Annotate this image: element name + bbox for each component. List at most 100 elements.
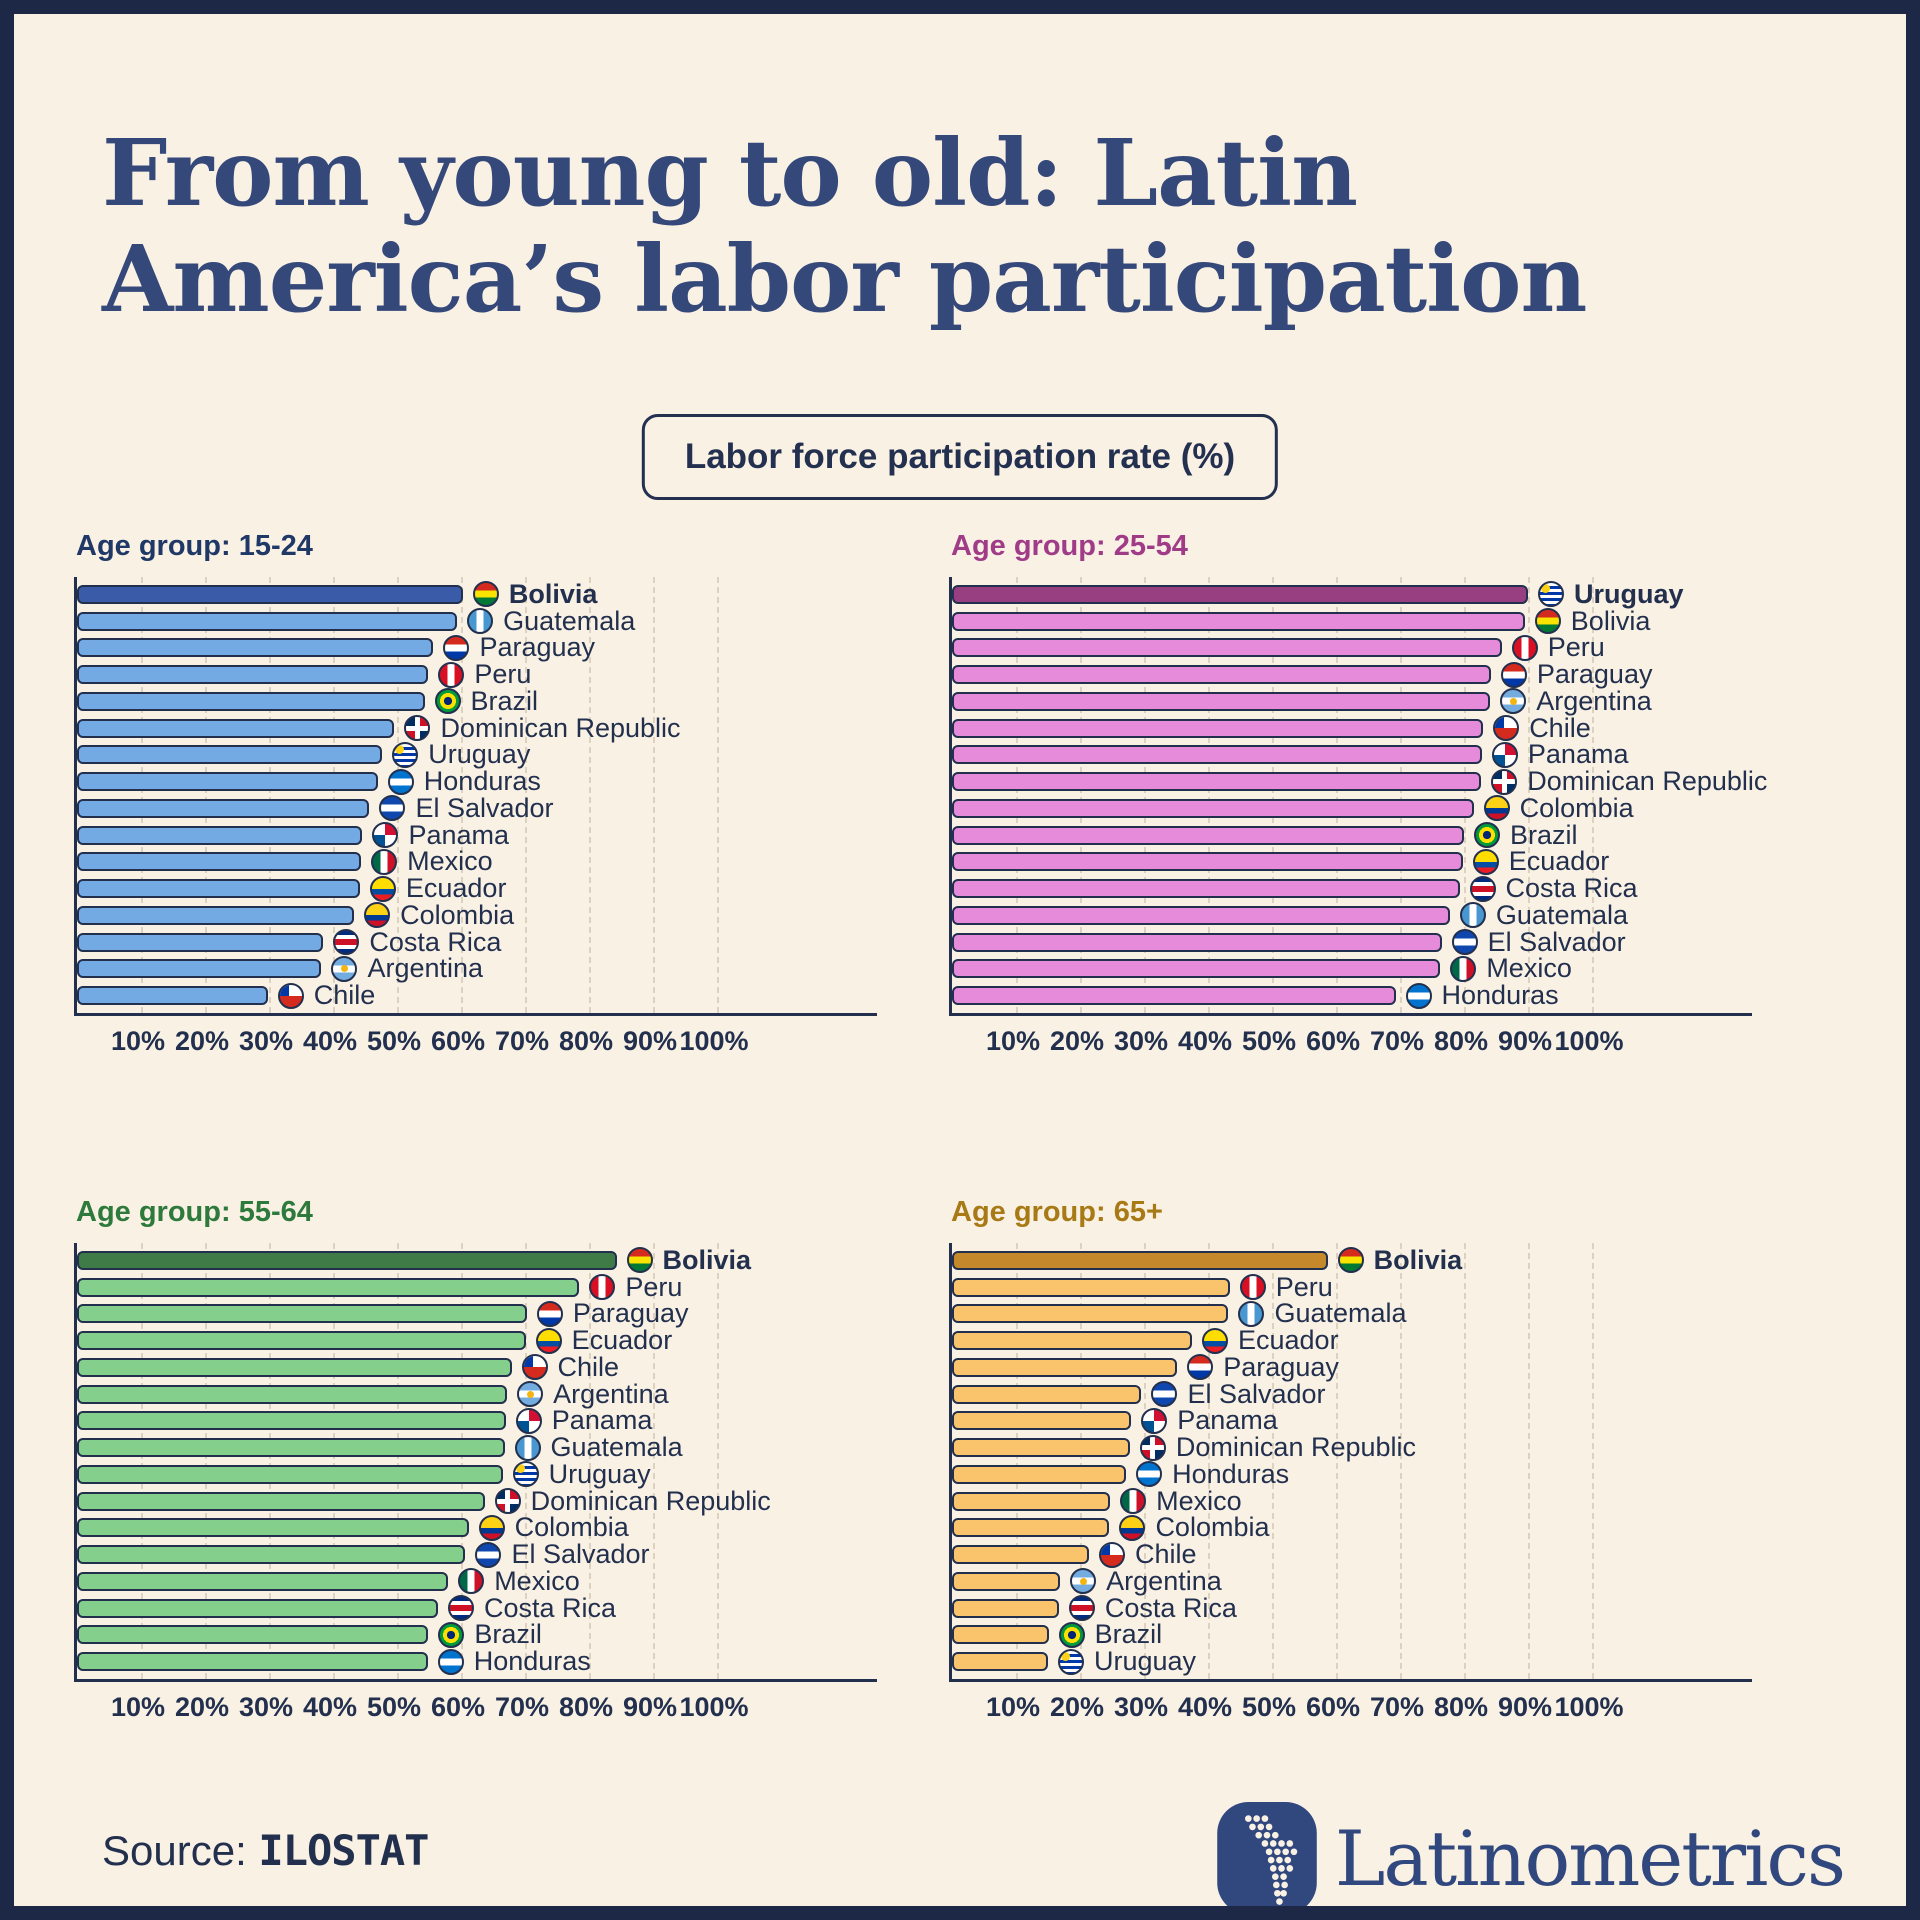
- country-label: Guatemala: [1274, 1298, 1407, 1329]
- bar-row-costa-rica: Costa Rica: [952, 873, 1752, 903]
- country-label: Guatemala: [1495, 899, 1628, 930]
- gridline: [1016, 577, 1018, 1013]
- axis-tick-label: 80%: [558, 1026, 614, 1056]
- bar-row-dominican-republic: Dominican Republic: [77, 713, 877, 743]
- bar-rows: Bolivia Peru Paraguay Ecuador Chile Argentina…: [77, 1243, 877, 1679]
- bar-el-salvador: [952, 932, 1442, 952]
- flag-ecuador-icon: [1472, 848, 1499, 875]
- country-label: El Salvador: [415, 792, 554, 823]
- country-label: Peru: [1275, 1271, 1333, 1302]
- brand-name: Latinometrics: [1334, 1813, 1846, 1903]
- gridline: [1080, 577, 1082, 1013]
- bar-dominican-republic: [77, 718, 395, 738]
- axis-tick-label: 60%: [430, 1026, 486, 1056]
- country-label: Costa Rica: [369, 926, 502, 957]
- bar-peru: [77, 665, 429, 684]
- bar-row-el-salvador: El Salvador: [952, 1379, 1752, 1409]
- gridline: [141, 1243, 143, 1679]
- plot-area: Bolivia Guatemala Paraguay Peru Brazil Domini…: [74, 577, 877, 1016]
- country-label: Chile: [313, 980, 376, 1010]
- gridline: [1144, 577, 1146, 1013]
- country-label: Ecuador: [405, 873, 507, 903]
- flag-dominican-republic-icon: [1491, 768, 1518, 795]
- axis-tick-label: 100%: [1554, 1026, 1624, 1056]
- bar-argentina: [77, 959, 322, 979]
- axis-tick-label: 80%: [1433, 1692, 1489, 1722]
- flag-paraguay-icon: [1500, 661, 1527, 688]
- chart-title-age-55-64: Age group: 55-64: [76, 1196, 313, 1228]
- x-axis-ticks: 10% 20% 30% 40% 50% 60% 70% 80% 90% 100%: [949, 1026, 1749, 1070]
- country-label: Uruguay: [428, 739, 531, 770]
- axis-tick-label: 70%: [1369, 1692, 1425, 1722]
- axis-tick-label: 100%: [679, 1026, 749, 1056]
- plot-area: Uruguay Bolivia Peru Paraguay Argentina Chile…: [949, 577, 1767, 1016]
- bar-peru: [952, 1277, 1230, 1297]
- axis-tick-label: 10%: [110, 1692, 166, 1722]
- country-label: Honduras: [423, 766, 541, 796]
- country-label: Paraguay: [1223, 1351, 1339, 1382]
- bar-honduras: [952, 986, 1396, 1005]
- bar-bolivia: [77, 584, 463, 604]
- flag-honduras-icon: [1405, 982, 1432, 1009]
- axis-tick-label: 30%: [238, 1026, 294, 1056]
- flag-argentina-icon: [517, 1381, 544, 1407]
- bar-row-panama: Panama: [952, 1405, 1752, 1435]
- bar-row-brazil: Brazil: [77, 686, 877, 716]
- gridline: [525, 577, 527, 1013]
- flag-argentina-icon: [1500, 688, 1527, 715]
- bar-row-bolivia: Bolivia: [952, 606, 1752, 636]
- flag-guatemala-icon: [467, 608, 494, 634]
- gridline: [589, 577, 591, 1013]
- country-label: Brazil: [1094, 1619, 1163, 1650]
- bar-argentina: [77, 1384, 508, 1404]
- gridline: [205, 577, 207, 1013]
- axis-tick-label: 60%: [430, 1692, 486, 1722]
- bar-mexico: [77, 1571, 449, 1591]
- country-label: Mexico: [494, 1565, 580, 1596]
- flag-bolivia-icon: [626, 1247, 653, 1274]
- country-label: Panama: [408, 819, 510, 850]
- country-label: Mexico: [1156, 1485, 1242, 1516]
- gridline: [461, 1243, 463, 1679]
- latinometrics-logo-icon: [1217, 1802, 1317, 1906]
- country-label: Peru: [474, 659, 532, 689]
- bar-ecuador: [77, 879, 360, 898]
- axis-tick-label: 20%: [1049, 1692, 1105, 1722]
- gridline: [269, 577, 271, 1013]
- bar-row-argentina: Argentina: [77, 953, 877, 983]
- flag-el-salvador-icon: [475, 1541, 502, 1568]
- bar-colombia: [952, 1518, 1110, 1538]
- gridline: [205, 1243, 207, 1679]
- bar-dominican-republic: [77, 1491, 485, 1511]
- axis-tick-label: 30%: [238, 1692, 294, 1722]
- bar-panama: [77, 825, 363, 845]
- country-label: Brazil: [470, 685, 539, 716]
- bar-row-uruguay: Uruguay: [77, 739, 877, 769]
- bar-row-uruguay: Uruguay: [952, 579, 1752, 609]
- bar-bolivia: [952, 1250, 1328, 1270]
- flag-argentina-icon: [331, 955, 358, 982]
- bar-row-paraguay: Paraguay: [77, 1298, 877, 1328]
- country-label: Ecuador: [571, 1325, 673, 1355]
- flag-colombia-icon: [1119, 1514, 1146, 1541]
- bar-row-peru: Peru: [952, 632, 1752, 662]
- bar-uruguay: [952, 1652, 1048, 1671]
- bar-row-chile: Chile: [952, 713, 1752, 743]
- gridline: [1272, 1243, 1274, 1679]
- chart-panel-age-65-plus: Age group: 65+ Bolivia Peru Guatemala Ecuad…: [949, 1196, 1789, 1736]
- bar-row-el-salvador: El Salvador: [952, 927, 1752, 957]
- bar-rows: Uruguay Bolivia Peru Paraguay Argentina Chile…: [952, 577, 1767, 1013]
- flag-panama-icon: [515, 1407, 542, 1434]
- axis-tick-label: 40%: [302, 1692, 358, 1722]
- gridline: [717, 577, 719, 1013]
- bar-row-bolivia: Bolivia: [77, 579, 877, 609]
- axis-tick-label: 30%: [1113, 1026, 1169, 1056]
- country-label: Colombia: [1519, 792, 1634, 823]
- country-label: Costa Rica: [1104, 1592, 1237, 1623]
- gridline: [589, 1243, 591, 1679]
- bar-row-honduras: Honduras: [77, 766, 877, 796]
- flag-costa-rica-icon: [447, 1595, 474, 1621]
- flag-peru-icon: [1511, 634, 1538, 661]
- country-label: Brazil: [474, 1619, 542, 1650]
- bar-row-chile: Chile: [77, 1352, 877, 1382]
